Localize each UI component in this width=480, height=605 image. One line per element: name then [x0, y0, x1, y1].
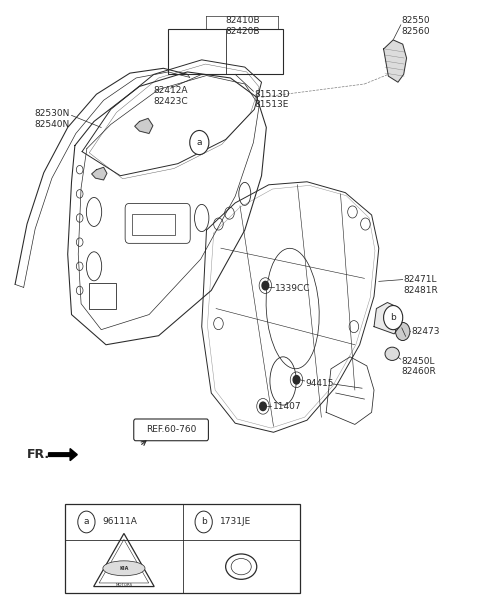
Text: KIA: KIA [119, 566, 129, 571]
Polygon shape [92, 168, 107, 180]
Text: 94415: 94415 [306, 379, 334, 388]
Text: b: b [390, 313, 396, 322]
Text: 1339CC: 1339CC [275, 284, 310, 293]
Text: MOTORS: MOTORS [115, 583, 132, 587]
Circle shape [190, 131, 209, 155]
Text: 96111A: 96111A [103, 517, 138, 526]
Ellipse shape [103, 561, 145, 576]
Text: 82530N
82540N: 82530N 82540N [34, 110, 70, 129]
Ellipse shape [385, 347, 399, 361]
Text: a: a [84, 517, 89, 526]
Circle shape [78, 511, 95, 533]
Circle shape [396, 322, 410, 341]
Text: 81513D
81513E: 81513D 81513E [254, 90, 290, 110]
Text: 82412A
82423C: 82412A 82423C [153, 87, 188, 106]
Bar [132, 214, 175, 235]
Circle shape [384, 306, 403, 330]
Text: 82450L
82460R: 82450L 82460R [402, 357, 436, 376]
Bar [168, 29, 283, 74]
Text: FR.: FR. [27, 448, 50, 461]
Circle shape [262, 281, 269, 290]
Polygon shape [374, 302, 402, 334]
Text: a: a [197, 138, 202, 147]
Circle shape [260, 402, 266, 411]
Circle shape [195, 511, 212, 533]
Text: 82410B
82420B: 82410B 82420B [225, 16, 260, 36]
Text: 11407: 11407 [273, 402, 301, 411]
Text: b: b [201, 517, 206, 526]
Text: 82550
82560: 82550 82560 [402, 16, 431, 36]
Polygon shape [384, 40, 407, 82]
Text: 1731JE: 1731JE [220, 517, 252, 526]
Bar [65, 504, 300, 594]
Circle shape [293, 376, 300, 384]
Text: 82473: 82473 [411, 327, 440, 336]
Bar [89, 283, 116, 309]
FancyBboxPatch shape [134, 419, 208, 440]
Polygon shape [48, 448, 77, 460]
Text: REF.60-760: REF.60-760 [146, 425, 196, 434]
Polygon shape [135, 119, 153, 134]
Text: 82471L
82481R: 82471L 82481R [404, 275, 438, 295]
